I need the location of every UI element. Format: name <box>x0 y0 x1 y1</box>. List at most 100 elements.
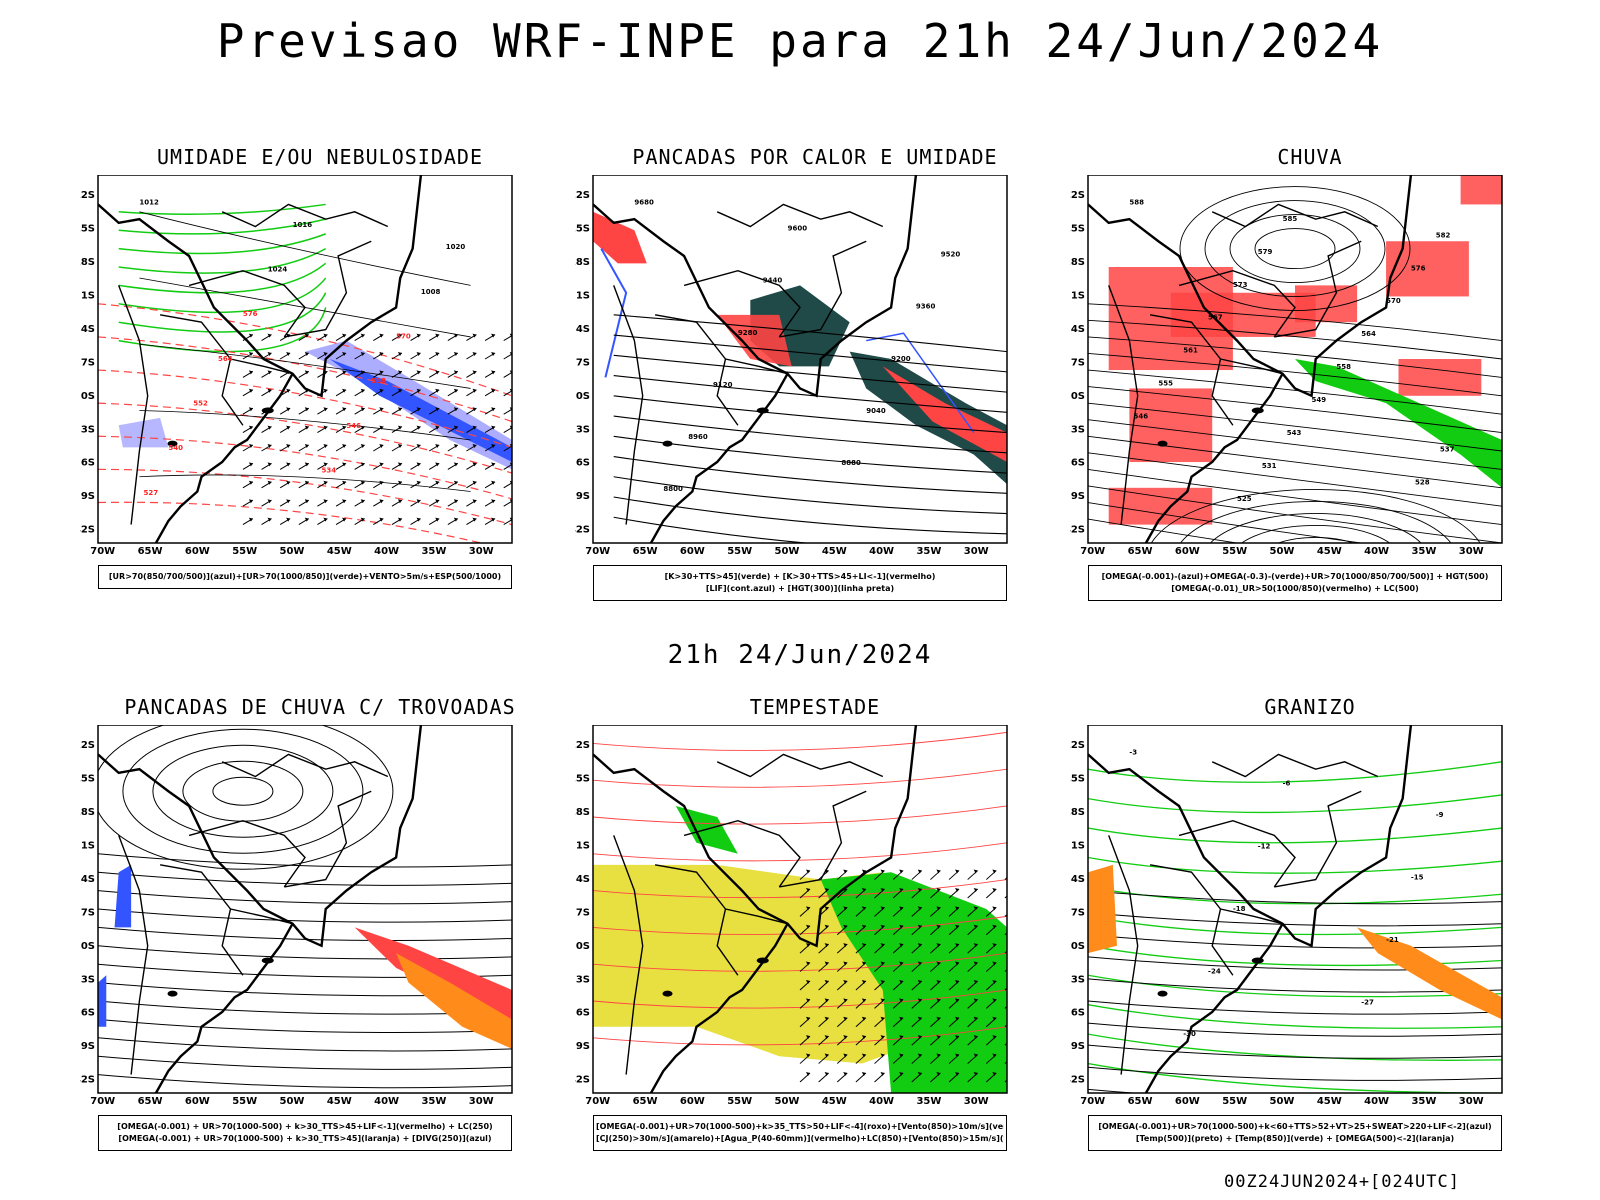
wind-vector-head <box>342 462 347 467</box>
border-line <box>779 790 867 888</box>
map-content: 1012 1016 1020 1024 1008 576 570 564 558 552 546 54… <box>98 175 512 543</box>
lake <box>662 990 673 997</box>
lon-tick-label: 60W <box>680 546 705 557</box>
wind-vector-head <box>304 407 309 412</box>
wind-vector-head <box>304 499 309 504</box>
border-line <box>221 753 389 778</box>
thunderstorm-area-orange <box>396 953 512 1049</box>
wind-vector-head <box>861 943 866 948</box>
wind-vector-head <box>992 943 997 948</box>
contour-label: 9280 <box>738 329 758 337</box>
hgt300-contour <box>613 395 1007 434</box>
panel-title: GRANIZO <box>1264 695 1356 719</box>
legend-line: [OMEGA(-0.01)_UR>50(1000/850)(vermelho) … <box>1171 584 1419 593</box>
hgt500-contour <box>1209 512 1422 543</box>
wind-vector-head <box>379 444 384 448</box>
green-contour <box>118 307 327 353</box>
wind-vector-head <box>453 333 458 338</box>
lon-tick-label: 50W <box>1270 546 1295 557</box>
contour-label: 9440 <box>763 277 783 285</box>
wind-vector-head <box>304 480 309 485</box>
lc850-streamline <box>593 731 1007 751</box>
wind-vector-head <box>880 979 885 984</box>
wind-vector-head <box>435 462 440 467</box>
hgt300-contour <box>613 334 1007 373</box>
map-frame <box>592 725 1008 1094</box>
contour-label: 570 <box>1386 297 1401 305</box>
wind-vector-head <box>453 388 458 393</box>
lon-tick-label: 30W <box>1459 546 1484 557</box>
wind-vector-head <box>861 924 866 929</box>
pressure-contour <box>139 410 471 441</box>
temp500-contour <box>1088 934 1502 949</box>
wind-vector-head <box>806 998 810 1003</box>
wind-vector-head <box>899 998 904 1003</box>
rain-area-red <box>1398 359 1482 396</box>
lon-tick-label: 70W <box>1080 546 1105 557</box>
wind-vector-head <box>379 352 384 356</box>
field-overlay <box>593 731 1015 1093</box>
border-line <box>683 819 801 888</box>
wind-vector-head <box>472 444 477 448</box>
wind-vector-head <box>491 370 496 375</box>
contour-label: 8880 <box>841 459 861 467</box>
wind-vector-head <box>379 462 384 467</box>
wind-vector-head <box>824 961 829 966</box>
wind-vector-head <box>323 462 328 467</box>
wind-vector-head <box>286 480 291 485</box>
hgt500-contour <box>1088 502 1365 543</box>
wind-vector-head <box>806 961 810 966</box>
lat-tick-label: 42S <box>80 1075 95 1086</box>
contour-label: 9120 <box>713 381 733 389</box>
border-line <box>654 864 739 976</box>
green-contour <box>118 233 326 255</box>
wind-vector-head <box>304 352 309 356</box>
wind-vector-head <box>267 444 272 448</box>
wind-vector-head <box>267 333 272 338</box>
wind-vector-head <box>360 388 365 393</box>
wind-vector-head <box>955 906 960 911</box>
lc850-streamline <box>593 915 1007 935</box>
green-contour <box>118 262 327 294</box>
streamline-ellipse <box>1254 228 1336 270</box>
thickness-contour <box>98 468 512 526</box>
streamline <box>98 871 512 886</box>
map-content: -3 -6 -9 -12 -15 -18 -21 -24 -27 -30 <box>1088 725 1502 1093</box>
wind-vector-head <box>973 887 978 892</box>
wind-vector-head <box>491 480 496 485</box>
temp500-contour <box>1088 1022 1502 1037</box>
wind-vector-head <box>416 462 421 467</box>
wind-vector-head <box>973 906 978 911</box>
wind-vector-head <box>286 499 291 504</box>
wind-vector-head <box>917 887 922 892</box>
wind-vector-head <box>360 425 365 430</box>
lat-tick-label: 33S <box>575 424 590 435</box>
wind-vector-head <box>323 499 328 504</box>
wind-vector-head <box>936 1071 941 1076</box>
wind-vector-head <box>1011 943 1015 947</box>
legend-trovoadas: [OMEGA(-0.001) + UR>70(1000-500) + k>30_… <box>98 1115 512 1151</box>
border-line <box>1149 314 1234 426</box>
hgt500-contour <box>1277 536 1355 543</box>
wind-vector-head <box>917 906 922 911</box>
lon-tick-label: 55W <box>1222 1096 1247 1107</box>
wind-vector-head <box>824 979 829 984</box>
wind-vector-head <box>973 1016 978 1021</box>
map-frame <box>97 175 513 544</box>
lon-tick-label: 50W <box>775 1096 800 1107</box>
page-title: Previsao WRF-INPE para 21h 24/Jun/2024 <box>216 14 1384 68</box>
border-line <box>1211 203 1379 228</box>
wind-vector-head <box>936 979 941 984</box>
legend-pancadas-calor: [K>30+TTS>45](verde) + [K>30+TTS>45+LI<-… <box>593 565 1007 601</box>
lon-tick-label: 70W <box>1080 1096 1105 1107</box>
border-line <box>188 269 306 338</box>
lc850-streamline <box>593 1026 1007 1046</box>
wind-vector-head <box>955 887 960 892</box>
wind-vector-head <box>824 1035 829 1040</box>
contour-label: 534 <box>322 467 337 475</box>
temp500-contour <box>1088 1066 1502 1081</box>
wind-vector-head <box>880 998 885 1003</box>
temp850-contour <box>1088 856 1502 874</box>
lon-tick-label: 35W <box>916 546 941 557</box>
wind-vector-head <box>880 1071 885 1076</box>
